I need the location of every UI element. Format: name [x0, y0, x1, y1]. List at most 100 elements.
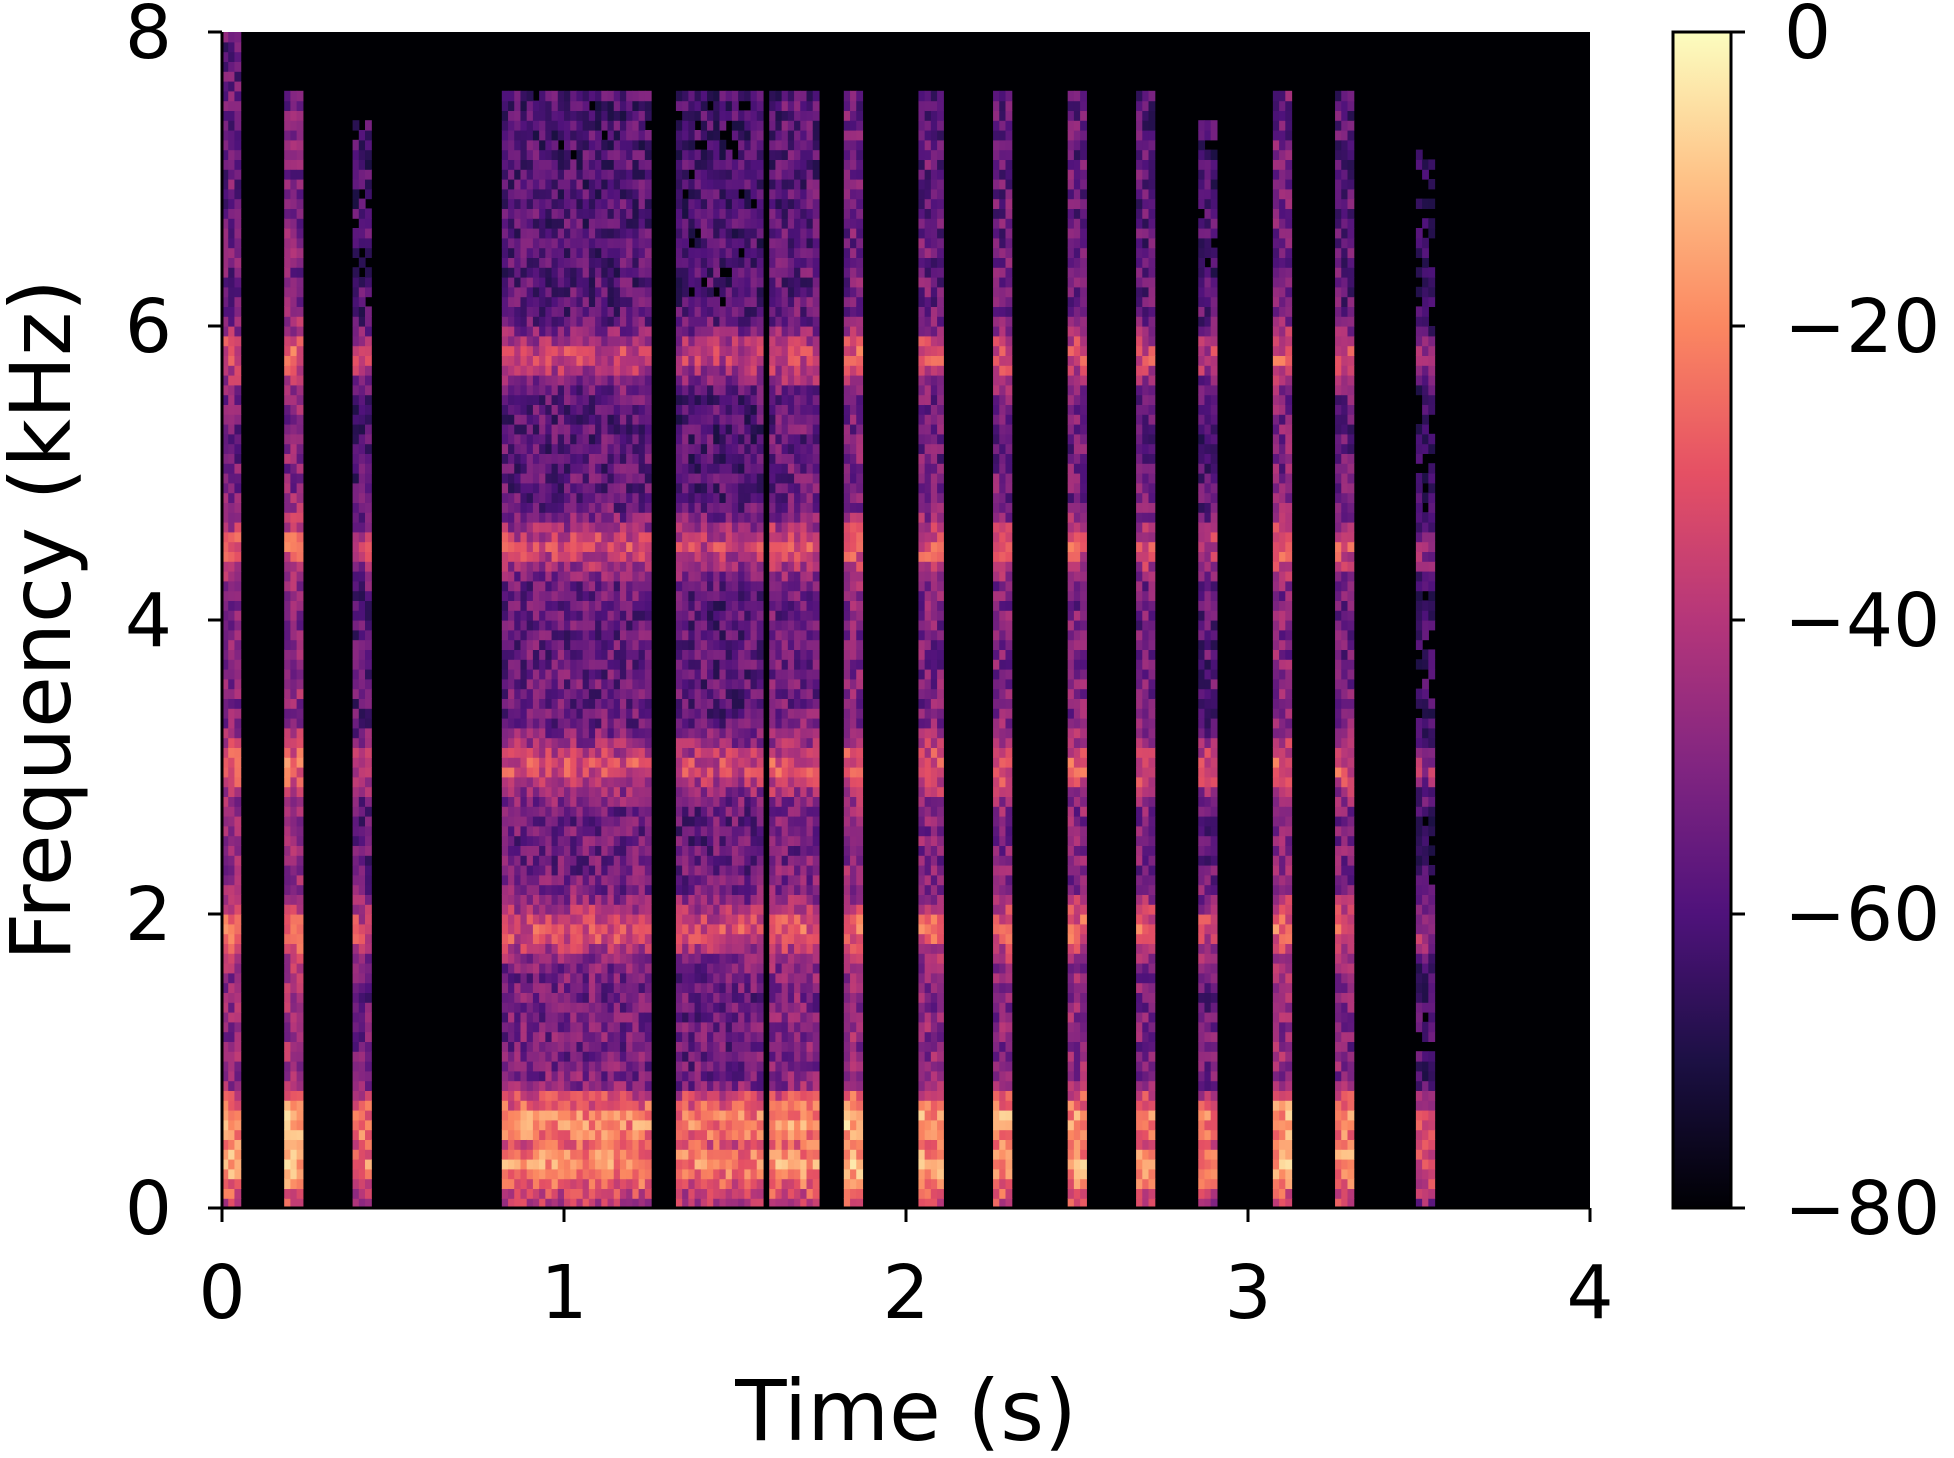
spectrogram-cell	[632, 551, 640, 562]
spectrogram-cell	[688, 786, 696, 797]
spectrogram-cell	[707, 502, 714, 513]
spectrogram-cell	[632, 365, 640, 376]
spectrogram-cell	[713, 384, 721, 396]
spectrogram-cell	[626, 610, 633, 621]
spectrogram-cell	[296, 100, 304, 111]
spectrogram-cell	[694, 463, 702, 474]
spectrogram-cell	[588, 610, 596, 621]
spectrogram-cell	[644, 237, 652, 249]
spectrogram-cell	[613, 1041, 621, 1052]
spectrogram-cell	[688, 845, 696, 856]
spectrogram-cell	[545, 992, 553, 1003]
spectrogram-cell	[526, 943, 534, 954]
spectrogram-cell	[713, 708, 721, 719]
spectrogram-cell	[228, 267, 236, 278]
spectrogram-cell	[358, 1168, 366, 1180]
spectrogram-cell	[700, 894, 708, 905]
spectrogram-cell	[514, 404, 522, 415]
spectrogram-cell	[613, 1110, 621, 1121]
spectrogram-cell	[588, 208, 596, 219]
spectrogram-cell	[582, 1061, 590, 1072]
spectrogram-cell	[551, 1100, 559, 1111]
spectrogram-cell	[564, 933, 571, 944]
spectrogram-cell	[222, 923, 229, 935]
spectrogram-cell	[551, 1002, 559, 1013]
spectrogram-cell	[601, 747, 609, 758]
spectrogram-cell	[719, 453, 727, 464]
spectrogram-cell	[719, 1188, 727, 1199]
spectrogram-cell	[675, 590, 683, 601]
spectrogram-cell	[290, 904, 298, 915]
spectrogram-cell	[638, 306, 646, 317]
spectrogram-cell	[719, 580, 727, 592]
spectrogram-cell	[296, 198, 304, 209]
spectrogram-cell	[626, 512, 633, 523]
spectrogram-cell	[595, 1188, 602, 1199]
spectrogram-cell	[713, 600, 721, 611]
spectrogram-cell	[508, 149, 515, 160]
spectrogram-cell	[713, 1041, 721, 1052]
spectrogram-cell	[551, 972, 559, 984]
spectrogram-cell	[619, 345, 627, 356]
spectrogram-cell	[576, 747, 584, 758]
spectrogram-cell	[228, 620, 236, 631]
spectrogram-cell	[694, 1198, 702, 1208]
spectrogram-cell	[644, 551, 652, 562]
spectrogram-cell	[284, 551, 291, 562]
spectrogram-cell	[564, 463, 571, 474]
spectrogram-cell	[595, 580, 602, 592]
spectrogram-cell	[508, 1070, 515, 1082]
spectrogram-cell	[290, 737, 298, 748]
spectrogram-cell	[682, 1168, 689, 1180]
spectrogram-cell	[564, 1129, 571, 1140]
spectrogram-cell	[234, 139, 242, 151]
spectrogram-cell	[700, 198, 708, 209]
spectrogram-cell	[557, 786, 565, 797]
spectrogram-cell	[234, 1080, 242, 1091]
spectrogram-cell	[557, 718, 565, 729]
spectrogram-cell	[520, 894, 528, 905]
spectrogram-cell	[700, 169, 708, 180]
spectrogram-cell	[564, 316, 571, 327]
spectrogram-cell	[725, 629, 733, 641]
spectrogram-cell	[595, 1100, 602, 1111]
spectrogram-cell	[682, 884, 689, 895]
spectrogram-cell	[700, 345, 708, 356]
spectrogram-cell	[520, 296, 528, 307]
spectrogram-cell	[675, 267, 683, 278]
spectrogram-cell	[731, 708, 739, 719]
spectrogram-cell	[675, 747, 683, 758]
spectrogram-cell	[539, 561, 546, 572]
spectrogram-cell	[296, 874, 304, 886]
spectrogram-cell	[296, 404, 304, 415]
spectrogram-cell	[632, 169, 640, 180]
spectrogram-cell	[551, 825, 559, 837]
spectrogram-cell	[688, 198, 696, 209]
spectrogram-cell	[365, 688, 372, 699]
spectrogram-cell	[694, 718, 702, 729]
spectrogram-cell	[545, 845, 553, 856]
spectrogram-cell	[290, 825, 298, 837]
spectrogram-cell	[688, 639, 696, 650]
spectrogram-cell	[688, 816, 696, 827]
spectrogram-cell	[626, 708, 633, 719]
spectrogram-cell	[520, 718, 528, 729]
spectrogram-cell	[557, 943, 565, 954]
spectrogram-cell	[352, 669, 360, 680]
spectrogram-cell	[601, 923, 609, 935]
spectrogram-cell	[694, 267, 702, 278]
spectrogram-cell	[545, 257, 553, 268]
spectrogram-cell	[545, 120, 553, 131]
spectrogram-cell	[588, 414, 596, 425]
spectrogram-cell	[576, 992, 584, 1003]
spectrogram-cell	[365, 414, 372, 425]
spectrogram-cell	[290, 639, 298, 650]
spectrogram-cell	[557, 669, 565, 680]
spectrogram-cell	[570, 1002, 578, 1013]
spectrogram-cell	[365, 306, 372, 317]
spectrogram-cell	[582, 1012, 590, 1023]
spectrogram-cell	[532, 433, 540, 445]
spectrogram-cell	[638, 277, 646, 288]
spectrogram-cell	[365, 502, 372, 513]
spectrogram-cell	[557, 286, 565, 298]
